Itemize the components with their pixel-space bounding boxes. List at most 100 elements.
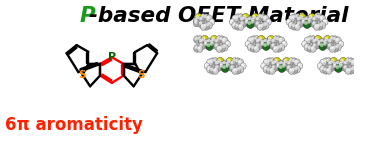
Circle shape — [344, 66, 346, 68]
Circle shape — [248, 44, 254, 51]
Circle shape — [226, 42, 228, 44]
Circle shape — [329, 61, 331, 64]
Circle shape — [262, 42, 270, 51]
Circle shape — [196, 15, 199, 18]
Circle shape — [267, 59, 270, 62]
Circle shape — [277, 46, 279, 49]
Circle shape — [231, 66, 233, 68]
Circle shape — [233, 16, 235, 19]
Circle shape — [222, 37, 228, 45]
Circle shape — [245, 41, 251, 47]
Circle shape — [325, 37, 328, 40]
Circle shape — [231, 20, 232, 22]
Circle shape — [308, 37, 310, 40]
Circle shape — [319, 42, 327, 51]
Circle shape — [319, 38, 326, 46]
Circle shape — [214, 42, 220, 50]
Circle shape — [266, 39, 272, 47]
Circle shape — [300, 15, 302, 18]
Circle shape — [214, 60, 221, 68]
Circle shape — [297, 22, 299, 24]
Circle shape — [220, 37, 222, 40]
Circle shape — [282, 57, 291, 67]
Circle shape — [338, 61, 345, 69]
Circle shape — [319, 64, 320, 66]
Circle shape — [305, 22, 307, 24]
Circle shape — [313, 44, 315, 46]
Circle shape — [281, 61, 288, 69]
Circle shape — [255, 42, 262, 50]
Circle shape — [283, 65, 285, 67]
Circle shape — [222, 44, 228, 51]
Circle shape — [302, 41, 307, 47]
Circle shape — [258, 15, 260, 17]
Circle shape — [260, 39, 266, 47]
Circle shape — [250, 36, 257, 43]
Circle shape — [284, 59, 287, 62]
Circle shape — [228, 59, 230, 62]
Circle shape — [273, 57, 281, 67]
Circle shape — [294, 59, 301, 66]
Circle shape — [211, 59, 213, 62]
Circle shape — [197, 46, 203, 52]
Circle shape — [238, 14, 244, 20]
Circle shape — [254, 36, 259, 42]
Circle shape — [209, 19, 215, 25]
Circle shape — [339, 63, 341, 65]
Circle shape — [346, 59, 348, 61]
Circle shape — [235, 14, 241, 21]
Circle shape — [273, 36, 279, 42]
Circle shape — [257, 24, 263, 30]
Circle shape — [229, 60, 236, 68]
Circle shape — [242, 64, 243, 66]
Circle shape — [194, 36, 200, 43]
Circle shape — [271, 60, 277, 68]
Circle shape — [335, 44, 341, 51]
Circle shape — [307, 45, 314, 52]
Circle shape — [307, 19, 313, 27]
Circle shape — [333, 63, 336, 65]
Circle shape — [201, 25, 203, 27]
Circle shape — [305, 38, 308, 41]
Circle shape — [303, 20, 311, 28]
Circle shape — [208, 67, 210, 69]
Circle shape — [250, 45, 257, 52]
Circle shape — [223, 66, 225, 68]
Circle shape — [324, 20, 325, 22]
Circle shape — [345, 68, 351, 74]
Circle shape — [282, 41, 287, 47]
Circle shape — [308, 13, 316, 23]
Circle shape — [212, 68, 218, 74]
Circle shape — [276, 63, 282, 71]
Circle shape — [208, 60, 210, 63]
Circle shape — [297, 18, 299, 20]
Circle shape — [223, 45, 225, 47]
Circle shape — [291, 23, 298, 30]
Circle shape — [223, 38, 225, 41]
Circle shape — [320, 66, 326, 73]
Circle shape — [250, 17, 257, 25]
Circle shape — [277, 63, 279, 65]
Circle shape — [296, 16, 303, 24]
Circle shape — [260, 23, 266, 30]
Circle shape — [294, 24, 301, 30]
Circle shape — [266, 19, 271, 25]
Circle shape — [200, 14, 206, 20]
Circle shape — [338, 63, 345, 71]
Circle shape — [311, 20, 318, 28]
Circle shape — [281, 63, 288, 71]
Circle shape — [321, 67, 323, 69]
Circle shape — [296, 15, 297, 17]
Circle shape — [349, 68, 351, 71]
Circle shape — [264, 16, 266, 19]
Circle shape — [206, 66, 213, 73]
Circle shape — [244, 17, 251, 25]
Circle shape — [323, 58, 329, 65]
Circle shape — [206, 38, 213, 46]
Circle shape — [346, 69, 348, 71]
Circle shape — [327, 38, 334, 46]
Text: 6π aromaticity: 6π aromaticity — [6, 116, 143, 134]
Circle shape — [291, 58, 297, 65]
Circle shape — [194, 13, 203, 23]
Circle shape — [239, 20, 246, 28]
